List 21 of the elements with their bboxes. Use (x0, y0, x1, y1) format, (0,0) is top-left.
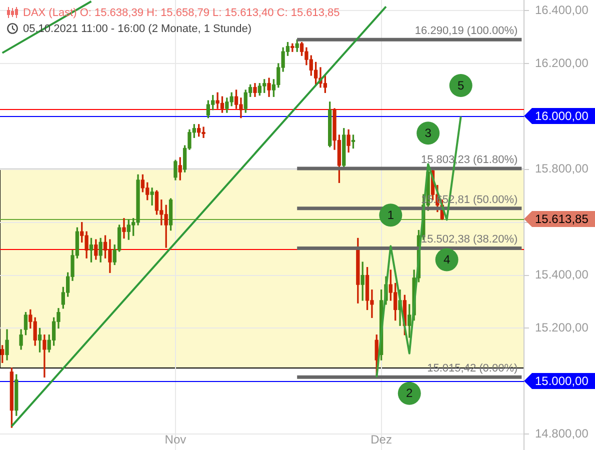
annotation: 5 (457, 78, 464, 92)
annotation: 3 (424, 126, 432, 140)
y-tick-label: 15.200,00 (535, 320, 589, 335)
series-label: 16.290,19 (100.00%) (414, 25, 518, 38)
y-tick-label: 15.800,00 (535, 162, 589, 176)
annotation: 4 (443, 252, 450, 267)
candlestick (150, 188, 154, 206)
ref-line-label: 15.000,00 (535, 374, 589, 388)
x-tick-label: Nov (164, 432, 186, 446)
y-tick-label: 16.400,00 (535, 2, 589, 17)
x-tick-label: Dez (370, 432, 392, 446)
ref-line-label: 16.000,00 (535, 108, 589, 123)
candlestick (42, 334, 46, 378)
y-tick-label: 14.800,00 (535, 426, 589, 440)
annotation: 1 (387, 208, 394, 222)
y-tick-label: 16.200,00 (535, 56, 589, 70)
candlestick (122, 218, 126, 239)
series-label: 15.502,38 (38.20%) (421, 234, 518, 246)
annotation: 2 (406, 386, 414, 400)
text: 15.613,85 (535, 212, 588, 226)
y-tick-label: 15.400,00 (535, 268, 589, 282)
